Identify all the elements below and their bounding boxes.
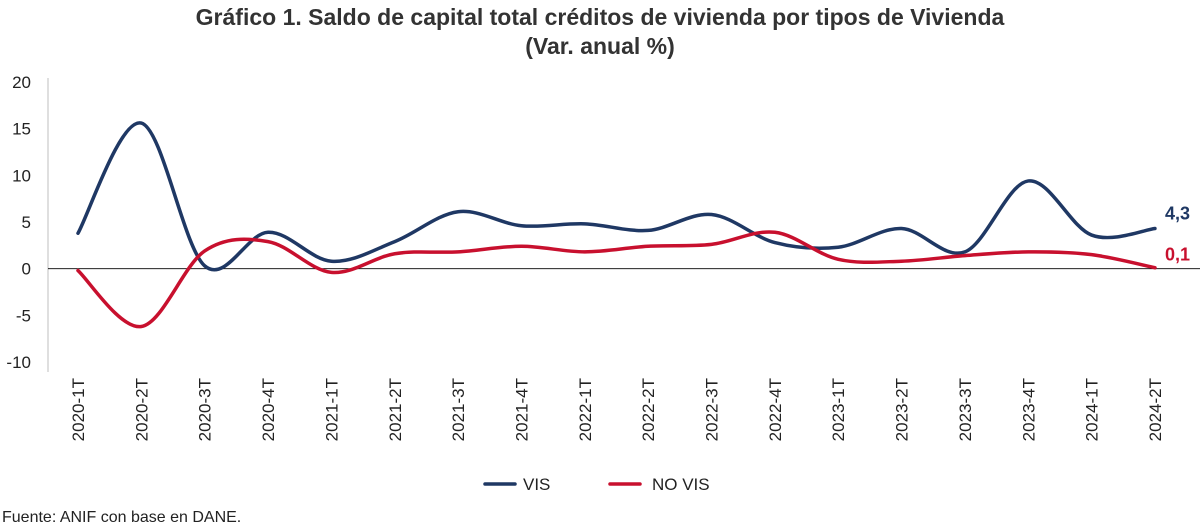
legend-label: NO VIS <box>652 475 710 494</box>
x-tick-label: 2024-2T <box>1146 378 1165 441</box>
y-tick-label: -10 <box>6 353 31 372</box>
y-tick-label: -5 <box>16 306 31 325</box>
x-tick-label: 2022-3T <box>703 378 722 441</box>
y-tick-label: 5 <box>22 213 31 232</box>
x-tick-label: 2021-4T <box>512 378 531 441</box>
x-tick-label: 2023-2T <box>893 378 912 441</box>
line-chart: 20 15 10 5 0 -5 -10 2020-1T 2020-2T 2020-3T 2020-4… <box>6 73 1200 494</box>
y-tick-label: 0 <box>22 260 31 279</box>
series-line-no-vis <box>76 230 1157 329</box>
y-tick-label: 15 <box>12 120 31 139</box>
x-tick-label: 2023-4T <box>1019 378 1038 441</box>
x-tick-label: 2020-3T <box>196 378 215 441</box>
x-tick-label: 2023-3T <box>956 378 975 441</box>
chart-subtitle: (Var. anual %) <box>525 33 675 59</box>
x-tick-label: 2021-1T <box>322 378 341 441</box>
x-tick-label: 2022-2T <box>639 378 658 441</box>
chart-title: Gráfico 1. Saldo de capital total crédit… <box>195 4 1005 30</box>
x-tick-label: 2022-4T <box>766 378 785 441</box>
end-value-label: 0,1 <box>1165 245 1190 265</box>
x-tick-label: 2021-3T <box>449 378 468 441</box>
x-tick-label: 2023-1T <box>829 378 848 441</box>
end-value-label: 4,3 <box>1165 204 1190 224</box>
x-tick-label: 2020-4T <box>259 378 278 441</box>
x-tick-label: 2022-1T <box>576 378 595 441</box>
x-tick-label: 2020-2T <box>132 378 151 441</box>
x-tick-label: 2020-1T <box>69 378 88 441</box>
series-line-vis <box>76 121 1157 272</box>
y-tick-label: 20 <box>12 73 31 92</box>
x-tick-label: 2024-1T <box>1083 378 1102 441</box>
y-tick-label: 10 <box>12 166 31 185</box>
legend-label: VIS <box>523 475 550 494</box>
source-note: Fuente: ANIF con base en DANE. <box>2 509 242 526</box>
x-tick-label: 2021-2T <box>386 378 405 441</box>
